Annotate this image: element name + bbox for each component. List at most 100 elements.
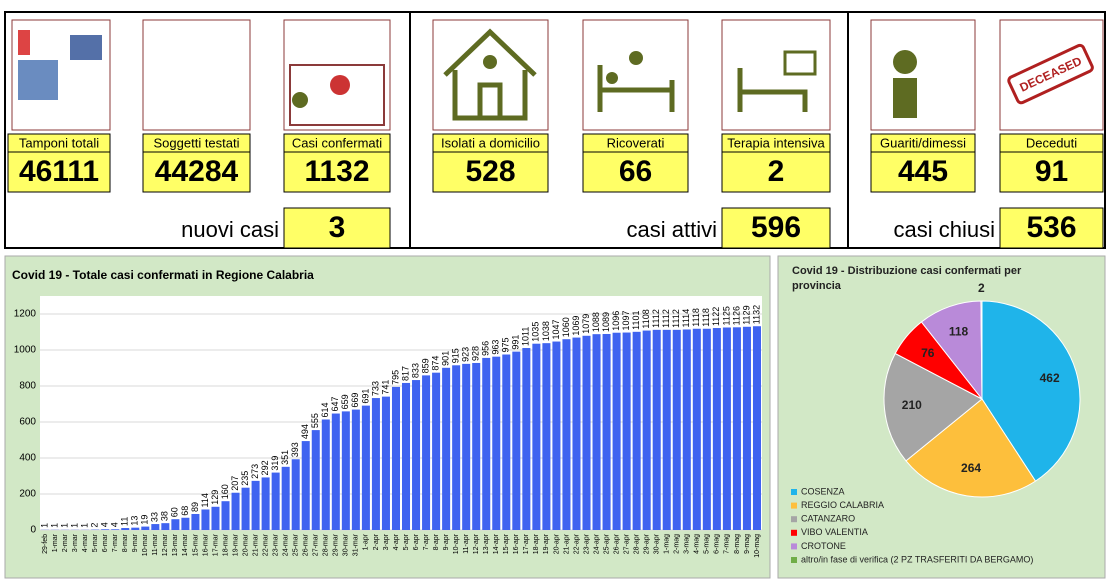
pie-slice <box>980 300 983 400</box>
bar <box>422 375 431 530</box>
pie-label: 2 <box>978 281 985 295</box>
card-label: Isolati a domicilio <box>441 135 540 150</box>
x-tick-label: 14-mar <box>182 533 189 556</box>
bar <box>502 354 511 530</box>
x-tick-label: 5-apr <box>403 533 410 550</box>
card-value: 44284 <box>155 155 239 188</box>
data-label: 1088 <box>591 312 601 332</box>
bar <box>652 329 661 530</box>
card-value-box <box>721 151 831 193</box>
data-label: 991 <box>511 335 521 350</box>
card-value: 2 <box>768 155 785 188</box>
card-label: Casi confermati <box>292 135 382 150</box>
bar <box>622 332 631 530</box>
bar <box>241 487 250 530</box>
x-tick-label: 2-apr <box>373 533 380 550</box>
icons: DECEASED <box>11 19 1104 131</box>
x-tick-label: 14-apr <box>493 533 500 554</box>
icon-shape <box>330 75 350 95</box>
data-label: 319 <box>270 456 280 471</box>
legend-label: REGGIO CALABRIA <box>801 500 884 510</box>
x-tick-label: 7-mag <box>724 534 731 554</box>
data-label: 928 <box>471 346 481 361</box>
bar <box>702 328 711 530</box>
bar <box>732 327 741 530</box>
x-tick-label: 10-apr <box>453 533 460 554</box>
data-label: 1 <box>49 523 59 528</box>
x-tick-label: 21-mar <box>252 533 259 556</box>
data-label: 817 <box>400 366 410 381</box>
stamp-frame <box>1007 43 1094 105</box>
data-label: 11 <box>120 517 130 526</box>
data-label: 273 <box>250 464 260 479</box>
y-tick-label: 800 <box>19 381 36 392</box>
data-label: 1126 <box>731 306 741 325</box>
data-label: 691 <box>360 389 370 404</box>
bar <box>361 405 370 530</box>
bar <box>371 398 380 530</box>
pie-label: 462 <box>1040 371 1060 385</box>
data-label: 1 <box>59 523 69 528</box>
card-value-box <box>999 151 1104 193</box>
data-label: 1 <box>69 523 79 528</box>
data-label: 975 <box>501 337 511 352</box>
y-tick-label: 0 <box>30 525 36 536</box>
icon-shape <box>18 30 30 55</box>
legend-label: CROTONE <box>801 541 846 551</box>
x-tick-label: 23-apr <box>583 533 590 554</box>
bar <box>592 334 601 530</box>
x-tick-label: 7-mar <box>112 533 119 552</box>
bar <box>432 372 441 530</box>
x-tick-label: 30-mar <box>343 533 350 556</box>
bar <box>482 357 491 530</box>
legend-label: altro/in fase di verifica (2 PZ TRASFERI… <box>801 554 1033 564</box>
data-label: 13 <box>130 516 140 526</box>
x-tick-label: 5-mar <box>92 533 99 552</box>
bar <box>412 380 421 530</box>
summary-value: 3 <box>329 211 346 244</box>
x-tick-label: 5-mag <box>704 534 711 554</box>
data-label: 1108 <box>641 309 651 328</box>
legend-swatch <box>791 489 797 495</box>
data-label: 292 <box>260 460 270 475</box>
x-tick-label: 20-apr <box>553 533 560 554</box>
x-tick-label: 8-mar <box>122 533 129 552</box>
x-tick-label: 12-apr <box>473 533 480 554</box>
legend-swatch <box>791 557 797 563</box>
bar <box>341 411 350 530</box>
bar <box>472 362 481 530</box>
data-label: 207 <box>230 476 240 491</box>
summary-value-box <box>721 207 831 249</box>
bar <box>442 367 451 530</box>
data-label: 795 <box>390 370 400 385</box>
bar <box>311 430 320 530</box>
summary-value-box <box>999 207 1104 249</box>
data-label: 68 <box>180 506 190 516</box>
x-tick-label: 27-apr <box>623 533 630 554</box>
card-label: Guariti/dimessi <box>880 135 966 150</box>
summary-label: nuovi casi <box>181 217 279 242</box>
bar <box>572 337 581 530</box>
x-tick-label: 11-mar <box>152 533 159 555</box>
bar <box>542 343 551 530</box>
icon-shape <box>18 60 58 100</box>
x-tick-label: 24-mar <box>283 533 290 556</box>
x-tick-label: 1-mag <box>664 534 671 554</box>
bar <box>512 351 521 530</box>
bed-icon <box>597 65 675 112</box>
data-label: 833 <box>410 363 420 378</box>
bar <box>602 333 611 530</box>
bar <box>462 363 471 530</box>
bar <box>191 513 200 530</box>
x-tick-label: 9-apr <box>443 533 450 550</box>
x-tick-label: 6-mar <box>102 533 109 552</box>
bar <box>722 327 731 530</box>
bar <box>351 409 360 530</box>
bar <box>161 523 170 530</box>
x-tick-label: 13-apr <box>483 533 490 554</box>
x-tick-label: 7-apr <box>423 533 430 550</box>
data-label: 1118 <box>691 308 701 327</box>
x-tick-label: 12-mar <box>162 533 169 556</box>
card-value: 91 <box>1035 155 1068 188</box>
